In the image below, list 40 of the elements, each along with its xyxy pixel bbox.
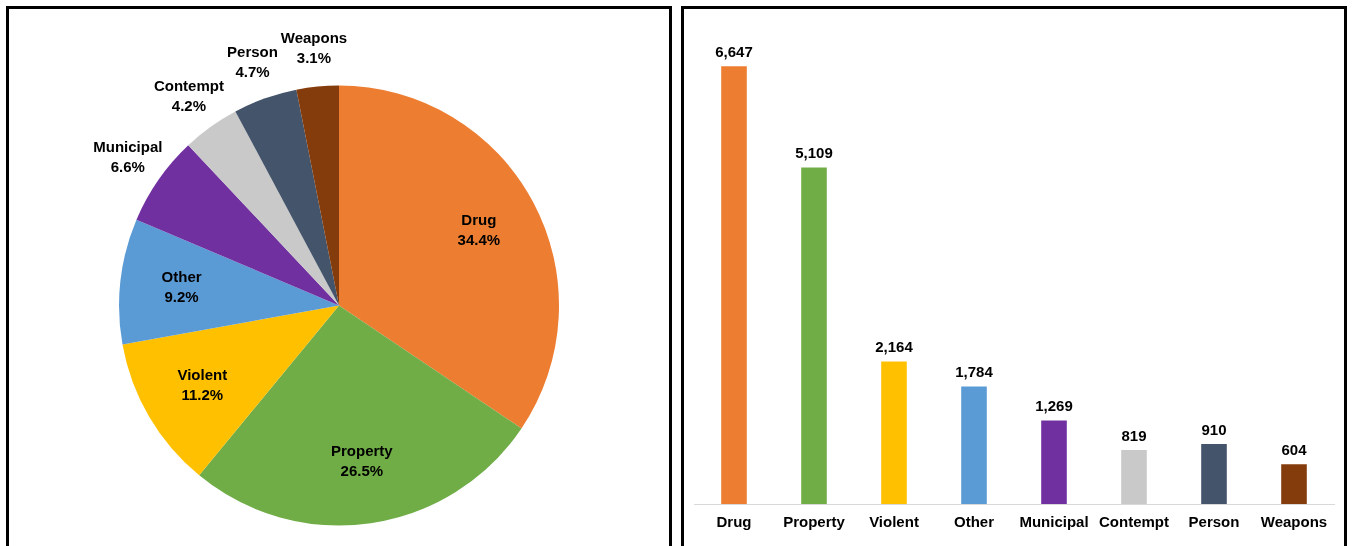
bar bbox=[881, 361, 907, 504]
x-tick-label: Drug bbox=[716, 513, 752, 531]
slice-label: Property bbox=[330, 442, 394, 460]
slice-label: Violent bbox=[177, 365, 228, 383]
data-label: 819 bbox=[1121, 426, 1147, 444]
data-label: 6,647 bbox=[715, 42, 753, 60]
data-label: 11.2% bbox=[181, 385, 224, 403]
slice-label: Contempt bbox=[153, 76, 224, 94]
x-tick-label: Contempt bbox=[1099, 513, 1169, 531]
data-label: 6.6% bbox=[110, 158, 145, 176]
data-label: 4.7% bbox=[235, 63, 270, 81]
bar bbox=[721, 66, 747, 504]
slice-label: Drug bbox=[461, 211, 497, 229]
bar bbox=[1121, 450, 1147, 504]
data-label: 3.1% bbox=[296, 49, 332, 67]
slice-label: Municipal bbox=[93, 138, 163, 156]
data-label: 1,784 bbox=[955, 363, 994, 381]
slice-label: Weapons bbox=[280, 29, 348, 47]
slice-label: Person bbox=[227, 43, 278, 61]
bar bbox=[1281, 464, 1307, 504]
x-tick-label: Weapons bbox=[1260, 513, 1328, 531]
slice-label: Other bbox=[161, 267, 202, 285]
data-label: 1,269 bbox=[1035, 397, 1073, 415]
bar bbox=[1041, 420, 1067, 504]
x-tick-label: Municipal bbox=[1019, 513, 1089, 531]
data-label: 34.4% bbox=[457, 231, 501, 249]
bar bbox=[961, 386, 987, 504]
data-label: 2,164 bbox=[875, 338, 914, 356]
bar bbox=[1201, 444, 1227, 504]
x-tick-label: Property bbox=[783, 513, 846, 531]
data-label: 26.5% bbox=[340, 462, 384, 480]
data-label: 4.2% bbox=[171, 96, 206, 114]
data-label: 9.2% bbox=[164, 287, 199, 305]
data-label: 604 bbox=[1281, 440, 1308, 458]
data-label: 910 bbox=[1201, 420, 1227, 438]
x-tick-label: Other bbox=[953, 513, 995, 531]
bar bbox=[801, 167, 827, 504]
x-tick-label: Person bbox=[1188, 513, 1240, 531]
data-label: 5,109 bbox=[795, 144, 833, 162]
x-tick-label: Violent bbox=[869, 513, 919, 531]
